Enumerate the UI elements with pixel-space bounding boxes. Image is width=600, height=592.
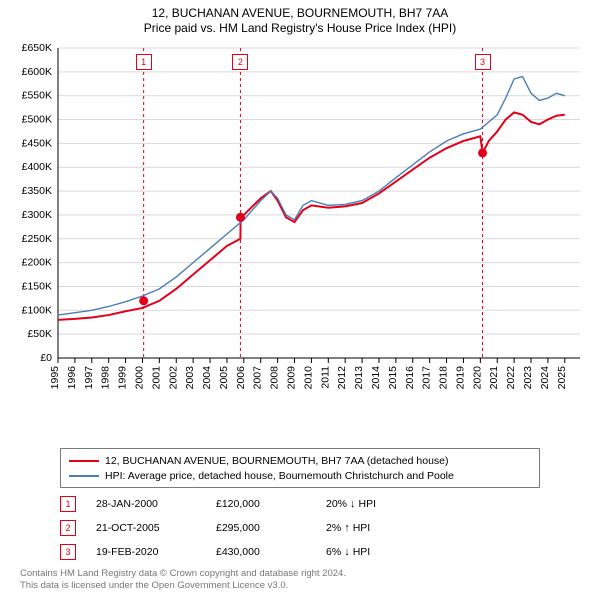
event-date: 21-OCT-2005 [96, 522, 216, 534]
legend-swatch [69, 475, 99, 477]
svg-text:2019: 2019 [454, 366, 466, 390]
svg-text:£650K: £650K [22, 42, 52, 54]
sale-event-row: 1 28-JAN-2000£120,00020%↓HPI [60, 496, 540, 512]
legend: 12, BUCHANAN AVENUE, BOURNEMOUTH, BH7 7A… [60, 448, 540, 488]
event-date: 19-FEB-2020 [96, 546, 216, 558]
svg-text:£100K: £100K [22, 304, 52, 316]
svg-text:£50K: £50K [27, 328, 52, 340]
svg-text:£150K: £150K [22, 280, 52, 292]
svg-text:2015: 2015 [387, 366, 399, 390]
event-delta: 2%↑HPI [326, 522, 446, 534]
svg-text:1997: 1997 [83, 366, 95, 390]
event-marker: 1 [60, 496, 76, 512]
svg-text:£200K: £200K [22, 257, 52, 269]
svg-text:2004: 2004 [201, 366, 213, 390]
event-delta: 20%↓HPI [326, 498, 446, 510]
svg-text:2003: 2003 [184, 366, 196, 390]
svg-text:2007: 2007 [252, 366, 264, 390]
svg-text:2008: 2008 [269, 366, 281, 390]
svg-text:2002: 2002 [167, 366, 179, 390]
sale-event-row: 2 21-OCT-2005£295,0002%↑HPI [60, 520, 540, 536]
svg-text:1996: 1996 [66, 366, 78, 390]
svg-text:1999: 1999 [117, 366, 129, 390]
svg-text:2000: 2000 [133, 366, 145, 390]
title-subtitle: Price paid vs. HM Land Registry's House … [10, 21, 590, 36]
event-date: 28-JAN-2000 [96, 498, 216, 510]
svg-text:2022: 2022 [505, 366, 517, 390]
sale-events: 1 28-JAN-2000£120,00020%↓HPI 2 21-OCT-2005£… [60, 496, 540, 560]
legend-item: HPI: Average price, detached house, Bour… [69, 468, 531, 483]
legend-label: HPI: Average price, detached house, Bour… [105, 470, 454, 482]
svg-text:2009: 2009 [286, 366, 298, 390]
svg-text:1998: 1998 [100, 366, 112, 390]
svg-text:£300K: £300K [22, 209, 52, 221]
svg-text:£600K: £600K [22, 66, 52, 78]
event-price: £120,000 [216, 498, 326, 510]
sale-event-row: 3 19-FEB-2020£430,0006%↓HPI [60, 544, 540, 560]
event-price: £295,000 [216, 522, 326, 534]
legend-item: 12, BUCHANAN AVENUE, BOURNEMOUTH, BH7 7A… [69, 453, 531, 468]
attribution: Contains HM Land Registry data © Crown c… [20, 568, 580, 592]
svg-text:£450K: £450K [22, 137, 52, 149]
price-chart: £0 £50K £100K £150K £200K £250K £300K £350K £400… [10, 40, 590, 412]
svg-text:2020: 2020 [471, 366, 483, 390]
svg-text:2017: 2017 [421, 366, 433, 390]
svg-text:2014: 2014 [370, 366, 382, 390]
footer-line-1: Contains HM Land Registry data © Crown c… [20, 568, 580, 580]
svg-text:£0: £0 [40, 352, 52, 364]
svg-text:1995: 1995 [49, 366, 61, 390]
svg-text:£250K: £250K [22, 233, 52, 245]
svg-text:2001: 2001 [150, 366, 162, 390]
svg-text:2021: 2021 [488, 366, 500, 390]
footer-line-2: This data is licensed under the Open Gov… [20, 580, 580, 592]
svg-text:2016: 2016 [404, 366, 416, 390]
svg-text:£400K: £400K [22, 161, 52, 173]
svg-text:2025: 2025 [556, 366, 568, 390]
legend-label: 12, BUCHANAN AVENUE, BOURNEMOUTH, BH7 7A… [105, 455, 449, 467]
svg-text:2011: 2011 [319, 366, 331, 389]
title-address: 12, BUCHANAN AVENUE, BOURNEMOUTH, BH7 7A… [10, 6, 590, 21]
svg-text:£500K: £500K [22, 114, 52, 126]
svg-text:2005: 2005 [218, 366, 230, 390]
legend-swatch [69, 460, 99, 462]
svg-text:2006: 2006 [235, 366, 247, 390]
arrow-down-icon: ↓ [350, 498, 356, 510]
event-marker: 2 [60, 520, 76, 536]
svg-text:2023: 2023 [522, 366, 534, 390]
event-marker: 3 [60, 544, 76, 560]
svg-text:2024: 2024 [539, 366, 551, 390]
svg-text:2013: 2013 [353, 366, 365, 390]
svg-text:2010: 2010 [302, 366, 314, 390]
svg-text:2012: 2012 [336, 366, 348, 390]
event-delta: 6%↓HPI [326, 546, 446, 558]
svg-text:£550K: £550K [22, 90, 52, 102]
svg-text:2018: 2018 [438, 366, 450, 390]
arrow-up-icon: ↑ [344, 522, 350, 534]
event-price: £430,000 [216, 546, 326, 558]
svg-text:£350K: £350K [22, 185, 52, 197]
arrow-down-icon: ↓ [344, 546, 350, 558]
